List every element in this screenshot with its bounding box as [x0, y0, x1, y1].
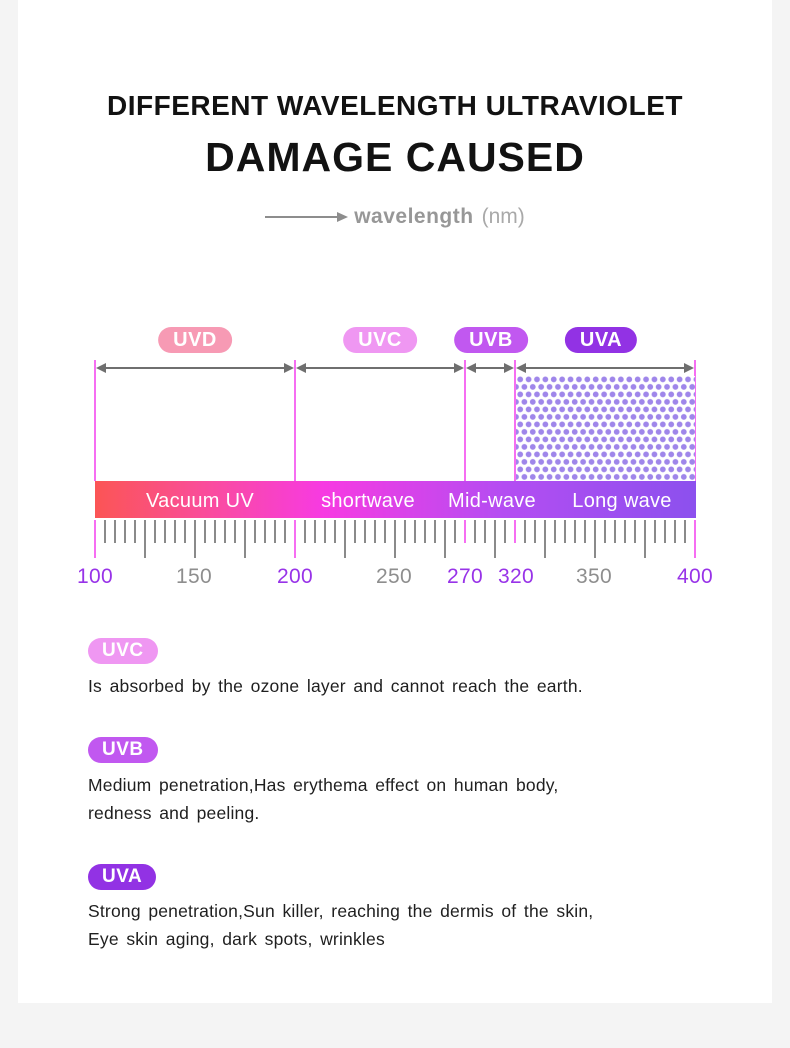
ruler-tick-200nm	[294, 520, 296, 558]
uvb-description-line-1: Medium penetration,Has erythema effect o…	[88, 775, 559, 795]
arrowhead-right-icon	[284, 363, 294, 373]
spectrum-bar	[95, 481, 696, 518]
wavelength-axis-caption: wavelength (nm)	[18, 204, 772, 230]
range-arrow-uvb	[466, 362, 514, 374]
ruler-tick-270nm	[464, 520, 466, 543]
scale-label-400: 400	[677, 565, 713, 588]
arrowhead-right-icon	[504, 363, 514, 373]
badge-uva: UVA	[564, 327, 638, 353]
guide-line-320nm	[514, 360, 516, 481]
ruler-tick-400nm	[694, 520, 696, 558]
wavelength-unit: (nm)	[481, 205, 525, 228]
guide-line-270nm	[464, 360, 466, 481]
range-arrow-uvd	[96, 362, 294, 374]
scale-label-200: 200	[277, 565, 313, 588]
uva-description-line-2: Eye skin aging, dark spots, wrinkles	[88, 929, 385, 949]
range-arrow-uva	[516, 362, 694, 374]
scale-label-270: 270	[447, 565, 483, 588]
guide-line-200nm	[294, 360, 296, 481]
badge-uvc: UVC	[343, 327, 417, 353]
badge-uvb: UVB	[454, 327, 528, 353]
arrowhead-left-icon	[296, 363, 306, 373]
arrowhead-left-icon	[466, 363, 476, 373]
uva-dot-pattern	[516, 376, 695, 481]
section-badge-uvb: UVB	[88, 737, 158, 763]
uvc-description-line-1: Is absorbed by the ozone layer and canno…	[88, 676, 583, 696]
range-arrow-uvc	[296, 362, 464, 374]
guide-line-100nm	[94, 360, 96, 481]
page-title-line-2: DAMAGE CAUSED	[205, 134, 585, 180]
badge-uvd: UVD	[158, 327, 232, 353]
arrowhead-right-icon	[684, 363, 694, 373]
bar-segment-long-wave: Long wave	[572, 490, 672, 512]
arrowhead-left-icon	[96, 363, 106, 373]
right-arrow-icon	[337, 212, 349, 222]
scale-label-250: 250	[376, 565, 412, 588]
ruler-tick-100nm	[94, 520, 96, 558]
scale-label-350: 350	[576, 565, 612, 588]
arrow-line	[265, 216, 338, 218]
page-title-line-1: DIFFERENT WAVELENGTH ULTRAVIOLET	[107, 90, 683, 121]
arrowhead-left-icon	[516, 363, 526, 373]
ruler-major-ticks	[94, 520, 698, 558]
bar-segment-mid-wave: Mid-wave	[448, 490, 536, 512]
uvb-description-line-2: redness and peeling.	[88, 803, 260, 823]
scale-label-100: 100	[77, 565, 113, 588]
scale-label-320: 320	[498, 565, 534, 588]
section-badge-uvc: UVC	[88, 638, 158, 664]
section-badge-uva: UVA	[88, 864, 157, 890]
guide-line-400nm	[694, 360, 696, 481]
uva-description-line-1: Strong penetration,Sun killer, reaching …	[88, 901, 594, 921]
bar-segment-shortwave: shortwave	[321, 490, 415, 512]
scale-label-150: 150	[176, 565, 212, 588]
arrowhead-right-icon	[454, 363, 464, 373]
ruler-tick-320nm	[514, 520, 516, 543]
bar-segment-vacuum-uv: Vacuum UV	[146, 490, 254, 512]
wavelength-label: wavelength	[354, 205, 474, 228]
